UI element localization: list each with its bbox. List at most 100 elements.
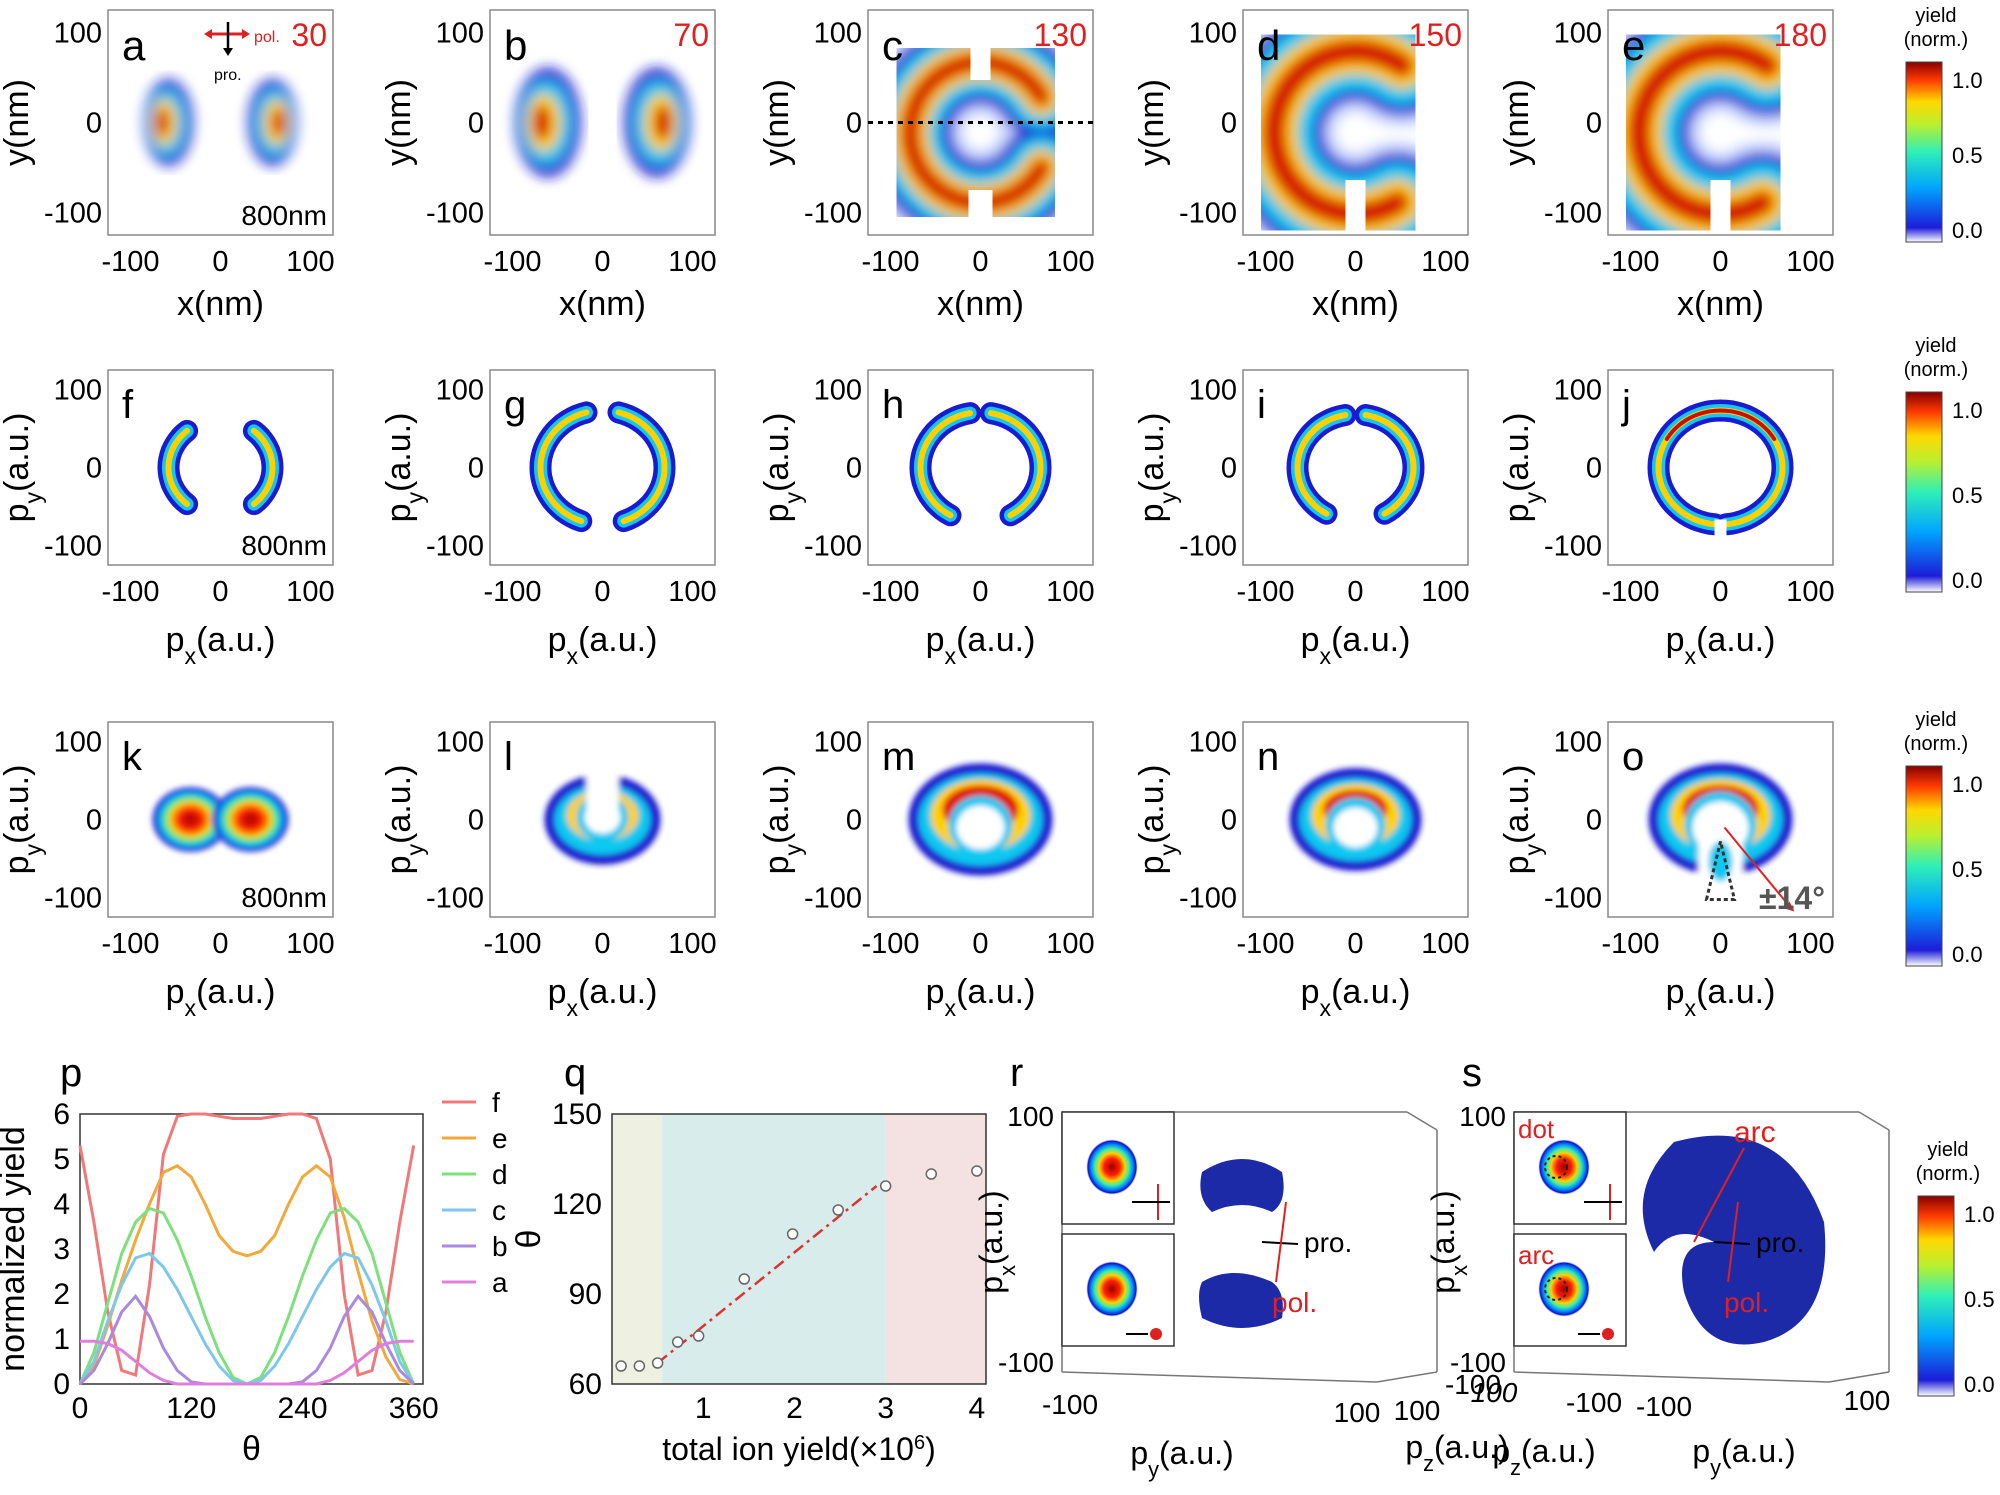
x-axis-label-q-main: total ion yield(×10 bbox=[662, 1431, 914, 1467]
panel-letter: k bbox=[122, 735, 143, 779]
data-point bbox=[832, 1204, 844, 1216]
arc-arrow bbox=[1693, 1147, 1745, 1243]
data-point bbox=[738, 1273, 751, 1285]
panels_mom-h-xtick-neg: -100 bbox=[861, 576, 919, 608]
arc-warm bbox=[250, 427, 276, 508]
real-e-ytick-zero: 0 bbox=[1586, 108, 1602, 140]
panels_exp-k-xtick-pos: 100 bbox=[286, 928, 334, 960]
gap-mask-top bbox=[970, 10, 991, 80]
x-tick-label: 1 bbox=[695, 1392, 712, 1425]
x-axis-label-unit: (a.u.) bbox=[196, 621, 275, 659]
angle-label: 130 bbox=[1034, 17, 1087, 53]
data-point bbox=[633, 1360, 646, 1372]
y-tick-label: 90 bbox=[569, 1278, 602, 1311]
y-axis-label-base: p bbox=[0, 504, 36, 523]
y-tick-label: 5 bbox=[53, 1143, 70, 1176]
x-axis-label-base: p bbox=[166, 973, 185, 1011]
x-axis-label-sub: x bbox=[1320, 995, 1332, 1021]
y-axis-label-base: p bbox=[0, 856, 36, 875]
z-axis-label-unit: (a.u.) bbox=[1434, 1429, 1509, 1465]
real-c-xtick-neg: -100 bbox=[861, 246, 919, 278]
heatmap-b bbox=[514, 67, 691, 178]
wavelength-label: 800nm bbox=[241, 882, 327, 913]
panels_mom-i-xtick-neg: -100 bbox=[1236, 576, 1294, 608]
y-axis-label-sub: x bbox=[1447, 1265, 1472, 1276]
real-b-ytick-neg: -100 bbox=[426, 198, 484, 230]
z-axis-label-unit: (a.u.) bbox=[1521, 1433, 1596, 1469]
panel-letter: o bbox=[1622, 735, 1644, 779]
inset-dotted-circle bbox=[1544, 1277, 1568, 1301]
heatmap-l bbox=[544, 752, 661, 865]
x-tick-label: 4 bbox=[969, 1392, 986, 1425]
colorbar-title: yield bbox=[1927, 1139, 1968, 1161]
panels_exp-l-xtick-pos: 100 bbox=[668, 928, 716, 960]
real-b-frame bbox=[489, 9, 716, 236]
colorbar-exp: yield(norm.) 1.0 0.5 0.0 bbox=[1904, 709, 1983, 967]
gap-mask-bottom bbox=[1345, 180, 1366, 235]
panel-a: -100 0 100 100 0 -100 a 30 800nm x(nm) y(nm) pol. pr… bbox=[0, 9, 335, 323]
panels_exp-k-xtick-neg: -100 bbox=[101, 928, 159, 960]
ring-core bbox=[1262, 39, 1414, 226]
y-tick-label: 2 bbox=[53, 1278, 70, 1311]
panels_mom-j-ytick-pos: 100 bbox=[1554, 375, 1602, 407]
real-b-xtick-neg: -100 bbox=[483, 246, 541, 278]
panels_exp-o-ytick-neg: -100 bbox=[1544, 883, 1602, 915]
y-axis-label-sub: y bbox=[20, 844, 46, 856]
real-e-xtick-pos: 100 bbox=[1786, 246, 1834, 278]
panels_mom-h-xtick-pos: 100 bbox=[1046, 576, 1094, 608]
heatmap-i bbox=[1286, 404, 1425, 525]
panels_mom-g-ytick-pos: 100 bbox=[436, 375, 484, 407]
panels_exp-m-xtick-neg: -100 bbox=[861, 928, 919, 960]
z-axis-label-base: p bbox=[1405, 1429, 1423, 1465]
y-axis-label-sub: y bbox=[1520, 844, 1546, 856]
angle-arrowhead bbox=[1784, 901, 1795, 912]
panels_exp-o-xtick-zero: 0 bbox=[1712, 928, 1728, 960]
y-axis-label: px(a.u.) bbox=[973, 1190, 1020, 1293]
data-point bbox=[651, 1357, 664, 1369]
y-axis-label: py(a.u.) bbox=[380, 765, 428, 875]
region-band-0 bbox=[612, 1114, 663, 1384]
y-axis-label: y(nm) bbox=[758, 79, 796, 166]
panels_exp-n-xtick-zero: 0 bbox=[1347, 928, 1363, 960]
x-axis-label-q: total ion yield(×106) bbox=[662, 1431, 936, 1467]
panels_exp-m-xtick-pos: 100 bbox=[1046, 928, 1094, 960]
x-axis-label-unit: (a.u.) bbox=[1721, 1433, 1796, 1469]
x-axis-label-base: p bbox=[548, 973, 567, 1011]
angle-label: 70 bbox=[673, 17, 709, 53]
x-axis-label-q-sup: 6 bbox=[914, 1432, 925, 1454]
panel-letter: a bbox=[122, 22, 146, 69]
y-axis-label-base: p bbox=[758, 504, 796, 523]
real-b-xtick-zero: 0 bbox=[594, 246, 610, 278]
panel-letter: i bbox=[1257, 383, 1266, 427]
x-axis-label-unit: (a.u.) bbox=[196, 973, 275, 1011]
gap-mask bbox=[1714, 519, 1727, 544]
arc-warm bbox=[1362, 412, 1417, 517]
pro-label: pro. bbox=[1304, 1227, 1352, 1258]
real-c-xtick-zero: 0 bbox=[972, 246, 988, 278]
panels_exp-k-ytick-neg: -100 bbox=[44, 883, 102, 915]
panels_exp-n-xtick-pos: 100 bbox=[1421, 928, 1469, 960]
y-axis-label-sub: y bbox=[1155, 492, 1181, 504]
x-axis-label-base: p bbox=[1692, 1433, 1710, 1469]
y-axis-label: py(a.u.) bbox=[1133, 413, 1181, 523]
real-e-ytick-pos: 100 bbox=[1554, 18, 1602, 50]
panels_mom-g-ytick-neg: -100 bbox=[426, 531, 484, 563]
colorbar-3d: yield(norm.) 1.0 0.5 0.0 bbox=[1916, 1139, 1995, 1397]
colorbar-tick: 0.0 bbox=[1952, 218, 1983, 243]
panels_mom-f-xtick-pos: 100 bbox=[286, 576, 334, 608]
blob bbox=[210, 785, 291, 854]
colorbar-tick: 0.0 bbox=[1964, 1372, 1995, 1397]
data-point bbox=[615, 1360, 627, 1372]
y-axis-label-base: p bbox=[380, 504, 418, 523]
isosurface-lower bbox=[1199, 1273, 1283, 1328]
real-d-ytick-pos: 100 bbox=[1189, 18, 1237, 50]
colorbar-subtitle: (norm.) bbox=[1916, 1163, 1980, 1185]
x-axis-label-sub: x bbox=[567, 995, 579, 1021]
y-axis-label-unit: (a.u.) bbox=[758, 413, 796, 492]
